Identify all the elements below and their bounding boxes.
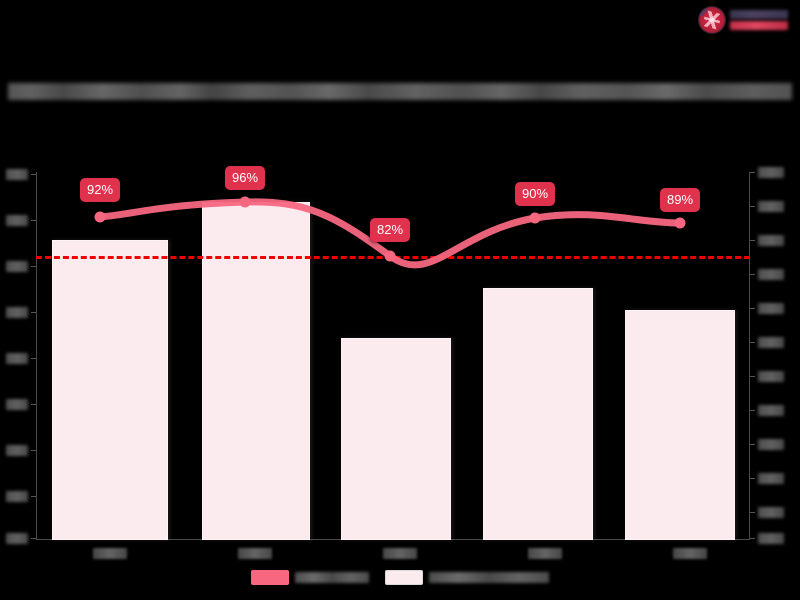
y-tick-left bbox=[31, 220, 36, 221]
y-axis-left-label bbox=[6, 169, 28, 180]
brand-logo bbox=[695, 4, 792, 36]
y-tick-right bbox=[750, 538, 755, 539]
line-series bbox=[94, 196, 686, 269]
plot-area: 92% 96% 82% 90% 89% bbox=[6, 166, 784, 544]
y-axis-right-label bbox=[758, 167, 784, 178]
x-axis-label-0 bbox=[93, 548, 127, 559]
y-axis-right-label bbox=[758, 473, 784, 484]
x-axis-label-4 bbox=[673, 548, 707, 559]
data-label-0: 92% bbox=[79, 178, 121, 202]
y-axis-right-label bbox=[758, 405, 784, 416]
bar-series-point-3[interactable] bbox=[483, 288, 593, 540]
y-axis-right-label bbox=[758, 371, 784, 382]
petal-circle-icon bbox=[699, 7, 725, 33]
y-tick-left bbox=[31, 312, 36, 313]
legend-label-line bbox=[295, 572, 369, 583]
x-axis-label-3 bbox=[528, 548, 562, 559]
y-tick-left bbox=[31, 266, 36, 267]
y-tick-left bbox=[31, 450, 36, 451]
y-tick-right bbox=[750, 274, 755, 275]
y-axis-right-label bbox=[758, 201, 784, 212]
y-tick-left bbox=[31, 404, 36, 405]
y-tick-right bbox=[750, 172, 755, 173]
y-axis-right bbox=[749, 172, 750, 540]
y-tick-right bbox=[750, 240, 755, 241]
y-axis-right-label bbox=[758, 269, 784, 280]
legend-label-bar bbox=[429, 572, 549, 583]
bar-series-point-0[interactable] bbox=[52, 240, 168, 540]
legend-swatch-line-icon bbox=[251, 570, 289, 585]
y-axis-left bbox=[36, 172, 37, 540]
y-axis-right-label bbox=[758, 439, 784, 450]
y-axis-left-label bbox=[6, 533, 28, 544]
data-label-3: 90% bbox=[514, 182, 556, 206]
line-point-3 bbox=[529, 212, 541, 224]
data-label-1: 96% bbox=[224, 166, 266, 190]
y-axis-left-label bbox=[6, 353, 28, 364]
brand-logo-line-2 bbox=[730, 21, 788, 30]
data-label-2: 82% bbox=[369, 218, 411, 242]
y-axis-left-label bbox=[6, 445, 28, 456]
y-tick-right bbox=[750, 512, 755, 513]
bar-series-point-4[interactable] bbox=[625, 310, 735, 540]
y-tick-right bbox=[750, 206, 755, 207]
y-axis-right-label bbox=[758, 337, 784, 348]
y-tick-right bbox=[750, 342, 755, 343]
y-tick-right bbox=[750, 444, 755, 445]
data-label-4: 89% bbox=[659, 188, 701, 212]
line-point-4 bbox=[674, 217, 686, 229]
y-tick-right bbox=[750, 410, 755, 411]
chart-legend bbox=[0, 570, 800, 585]
x-axis-label-2 bbox=[383, 548, 417, 559]
x-axis-label-1 bbox=[238, 548, 272, 559]
line-point-1 bbox=[239, 196, 251, 208]
y-axis-left-label bbox=[6, 261, 28, 272]
y-tick-left bbox=[31, 538, 36, 539]
chart-title-text bbox=[8, 82, 792, 100]
y-tick-left bbox=[31, 174, 36, 175]
y-axis-right-label bbox=[758, 533, 784, 544]
legend-item-bar[interactable] bbox=[385, 570, 549, 585]
y-axis-left-label bbox=[6, 307, 28, 318]
y-axis-left-label bbox=[6, 491, 28, 502]
y-axis-right-label bbox=[758, 235, 784, 246]
y-tick-right bbox=[750, 308, 755, 309]
y-tick-right bbox=[750, 478, 755, 479]
legend-item-line[interactable] bbox=[251, 570, 369, 585]
bar-series-point-2[interactable] bbox=[341, 338, 451, 540]
y-tick-left bbox=[31, 358, 36, 359]
chart-title bbox=[8, 78, 792, 104]
brand-logo-text bbox=[730, 10, 788, 30]
line-point-2 bbox=[384, 250, 396, 262]
y-tick-left bbox=[31, 496, 36, 497]
brand-logo-line-1 bbox=[730, 10, 788, 19]
y-axis-left-label bbox=[6, 215, 28, 226]
y-axis-right-label bbox=[758, 507, 784, 518]
line-point-0 bbox=[94, 211, 106, 223]
legend-swatch-bar-icon bbox=[385, 570, 423, 585]
y-tick-right bbox=[750, 376, 755, 377]
y-axis-right-label bbox=[758, 303, 784, 314]
y-axis-left-label bbox=[6, 399, 28, 410]
